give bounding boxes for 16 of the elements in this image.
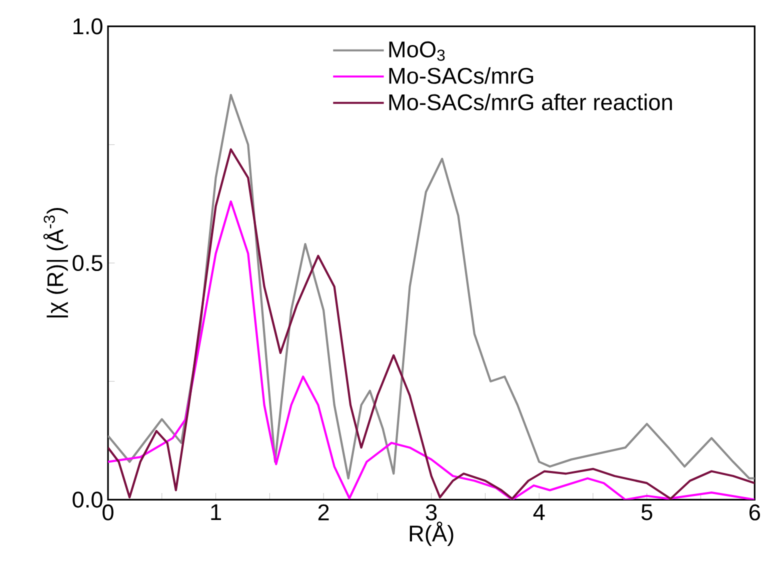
legend-label: Mo-SACs/mrG after reaction [389,94,672,110]
x-tick-label: 5 [641,504,652,520]
legend-label: Mo-SACs/mrG [389,67,534,84]
x-tick-label: 3 [426,504,437,520]
x-axis-title: R(Å) [410,522,454,546]
x-tick-label: 0 [102,504,114,520]
y-tick-label: 0.0 [72,492,102,508]
x-tick-label: 2 [318,504,329,520]
x-tick-label: 1 [211,504,221,520]
x-tick-label: 4 [533,504,545,520]
x-tick-label: 6 [750,504,760,520]
legend-label: MoO$_{3}$ [389,41,445,61]
y-tick-label: 1.0 [74,18,102,34]
y-axis-title: |χ (R)| (Å$^{-3}$) [43,208,68,318]
y-tick-label: 0.5 [72,254,102,272]
line-series [108,94,755,480]
